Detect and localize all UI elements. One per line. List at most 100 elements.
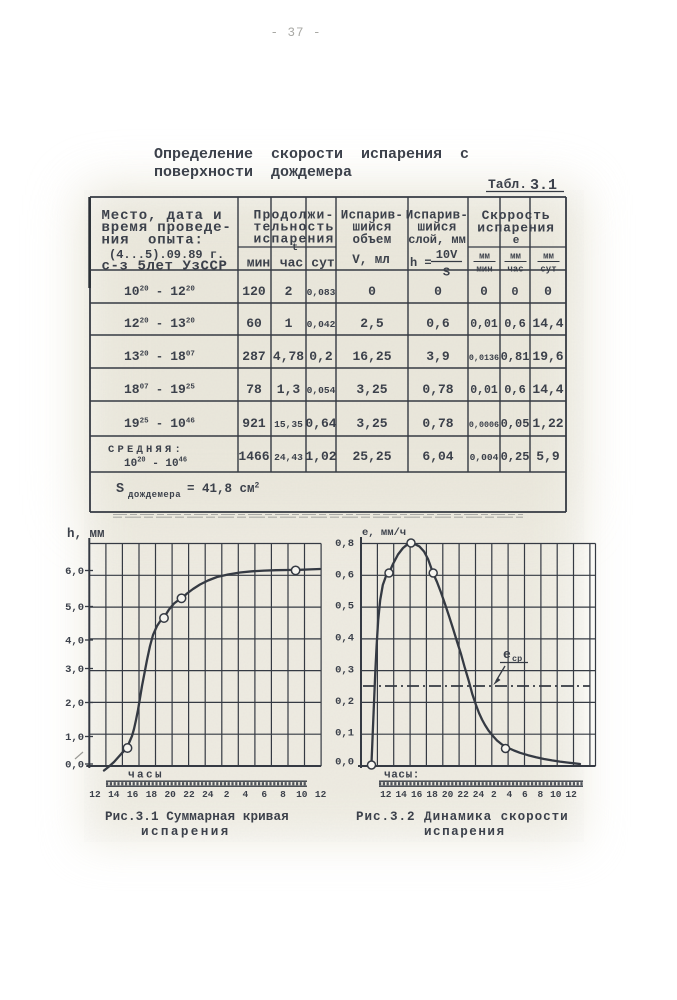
svg-text:287: 287 <box>242 349 265 364</box>
svg-text:0,64: 0,64 <box>305 416 336 431</box>
svg-text:10: 10 <box>296 789 308 800</box>
svg-text:часы: часы <box>128 770 164 782</box>
svg-text:14,4: 14,4 <box>532 316 563 331</box>
svg-text:Испарив-: Испарив- <box>341 209 403 223</box>
svg-text:объем: объем <box>352 232 391 247</box>
svg-text:0: 0 <box>511 285 518 299</box>
svg-text:0,01: 0,01 <box>470 318 498 331</box>
svg-text:3,25: 3,25 <box>356 416 387 431</box>
svg-text:е: е <box>513 235 520 247</box>
svg-text:120: 120 <box>242 284 266 299</box>
svg-text:S: S <box>116 482 124 497</box>
svg-text:24,43: 24,43 <box>274 452 303 463</box>
svg-text:поверхности дождемера: поверхности дождемера <box>154 164 352 181</box>
svg-text:8: 8 <box>280 789 286 800</box>
svg-text:24: 24 <box>473 789 485 800</box>
svg-text:час: час <box>280 256 304 271</box>
svg-text:4,0: 4,0 <box>65 636 84 648</box>
svg-text:20: 20 <box>442 789 454 800</box>
svg-text:Место, дата и: Место, дата и <box>102 208 223 224</box>
svg-text:6,0: 6,0 <box>65 566 84 578</box>
svg-text:78: 78 <box>246 382 262 397</box>
svg-text:1,3: 1,3 <box>277 382 301 397</box>
svg-text:0,6: 0,6 <box>335 569 354 581</box>
svg-text:0,01: 0,01 <box>470 384 498 397</box>
svg-text:4: 4 <box>243 789 249 800</box>
svg-text:5,0: 5,0 <box>65 602 84 614</box>
svg-text:с-з 5лет УзССР: с-з 5лет УзССР <box>102 259 228 275</box>
svg-text:0,042: 0,042 <box>307 319 336 330</box>
svg-text:испарения: испарения <box>253 232 334 247</box>
svg-text:0,78: 0,78 <box>422 416 453 431</box>
svg-text:1,0: 1,0 <box>65 732 84 744</box>
svg-text:СРЕДНЯЯ:: СРЕДНЯЯ: <box>108 444 184 456</box>
svg-text:3,9: 3,9 <box>426 349 450 364</box>
svg-text:1,02: 1,02 <box>305 449 336 464</box>
svg-text:0,2: 0,2 <box>335 696 354 708</box>
svg-text:(4...5).09.89 г.: (4...5).09.89 г. <box>109 248 224 262</box>
svg-text:60: 60 <box>246 316 262 331</box>
svg-text:25,25: 25,25 <box>352 449 391 464</box>
svg-text:2: 2 <box>285 284 293 299</box>
svg-text:0,0: 0,0 <box>65 760 84 772</box>
svg-text:0: 0 <box>480 285 488 299</box>
svg-text:ср: ср <box>512 654 522 664</box>
svg-text:10V: 10V <box>436 248 458 262</box>
svg-text:0,05: 0,05 <box>501 417 530 431</box>
svg-text:0,2: 0,2 <box>309 349 333 364</box>
svg-text:= 41,8 см2: = 41,8 см2 <box>187 482 260 497</box>
svg-text:время проведе-: время проведе- <box>102 220 232 236</box>
svg-text:0,083: 0,083 <box>307 287 336 298</box>
svg-text:Скорость: Скорость <box>482 208 551 223</box>
svg-text:V, мл: V, мл <box>352 253 390 267</box>
svg-text:Рис.3.2 Динамика скорости: Рис.3.2 Динамика скорости <box>356 810 569 824</box>
svg-text:0,81: 0,81 <box>501 350 530 364</box>
svg-text:3,25: 3,25 <box>356 382 387 397</box>
svg-text:2,5: 2,5 <box>360 316 384 331</box>
svg-text:0,5: 0,5 <box>335 601 354 613</box>
svg-text:шийся: шийся <box>352 221 391 235</box>
svg-text:5,9: 5,9 <box>536 449 560 464</box>
svg-text:12: 12 <box>380 789 392 800</box>
svg-text:испарения: испарения <box>477 221 554 236</box>
svg-text:14: 14 <box>395 789 407 800</box>
svg-text:ния опыта:: ния опыта: <box>102 233 204 249</box>
svg-text:час: час <box>507 265 523 275</box>
svg-text:2: 2 <box>491 789 497 800</box>
svg-text:1320 - 1807: 1320 - 1807 <box>124 349 195 364</box>
svg-text:0,004: 0,004 <box>470 452 499 463</box>
svg-text:h =: h = <box>410 256 432 270</box>
svg-text:0,0136: 0,0136 <box>469 353 499 363</box>
svg-text:16: 16 <box>411 789 423 800</box>
svg-text:1020 - 1220: 1020 - 1220 <box>124 284 195 299</box>
svg-text:24: 24 <box>202 789 214 800</box>
svg-text:3.1: 3.1 <box>530 177 557 194</box>
svg-text:тельность: тельность <box>253 220 334 235</box>
svg-text:2: 2 <box>224 789 230 800</box>
svg-text:15,35: 15,35 <box>274 419 303 430</box>
svg-text:0: 0 <box>368 284 376 299</box>
svg-text:2,0: 2,0 <box>65 698 84 710</box>
svg-text:Испарив-: Испарив- <box>406 209 468 223</box>
svg-text:слой, мм: слой, мм <box>408 233 466 247</box>
svg-text:1020 - 1046: 1020 - 1046 <box>124 457 187 471</box>
svg-text:18: 18 <box>426 789 438 800</box>
svg-text:0: 0 <box>544 284 552 299</box>
svg-text:16: 16 <box>127 789 139 800</box>
svg-text:6: 6 <box>261 789 267 800</box>
svg-text:испарения: испарения <box>424 825 506 839</box>
svg-text:Продолжи-: Продолжи- <box>253 208 334 223</box>
svg-text:22: 22 <box>183 789 195 800</box>
svg-text:мин: мин <box>476 265 492 275</box>
svg-text:сут: сут <box>540 265 556 275</box>
svg-text:10: 10 <box>550 789 562 800</box>
svg-text:t: t <box>292 243 298 254</box>
svg-text:- 37 -: - 37 - <box>270 26 321 40</box>
svg-text:е, мм/ч: е, мм/ч <box>362 527 406 539</box>
svg-text:0,8: 0,8 <box>335 538 354 550</box>
svg-text:Определение скорости испарен: Определение скорости испарения с <box>154 146 469 163</box>
svg-text:0,78: 0,78 <box>422 382 453 397</box>
svg-text:S: S <box>443 266 450 280</box>
svg-text:8: 8 <box>537 789 543 800</box>
svg-text:14: 14 <box>108 789 120 800</box>
